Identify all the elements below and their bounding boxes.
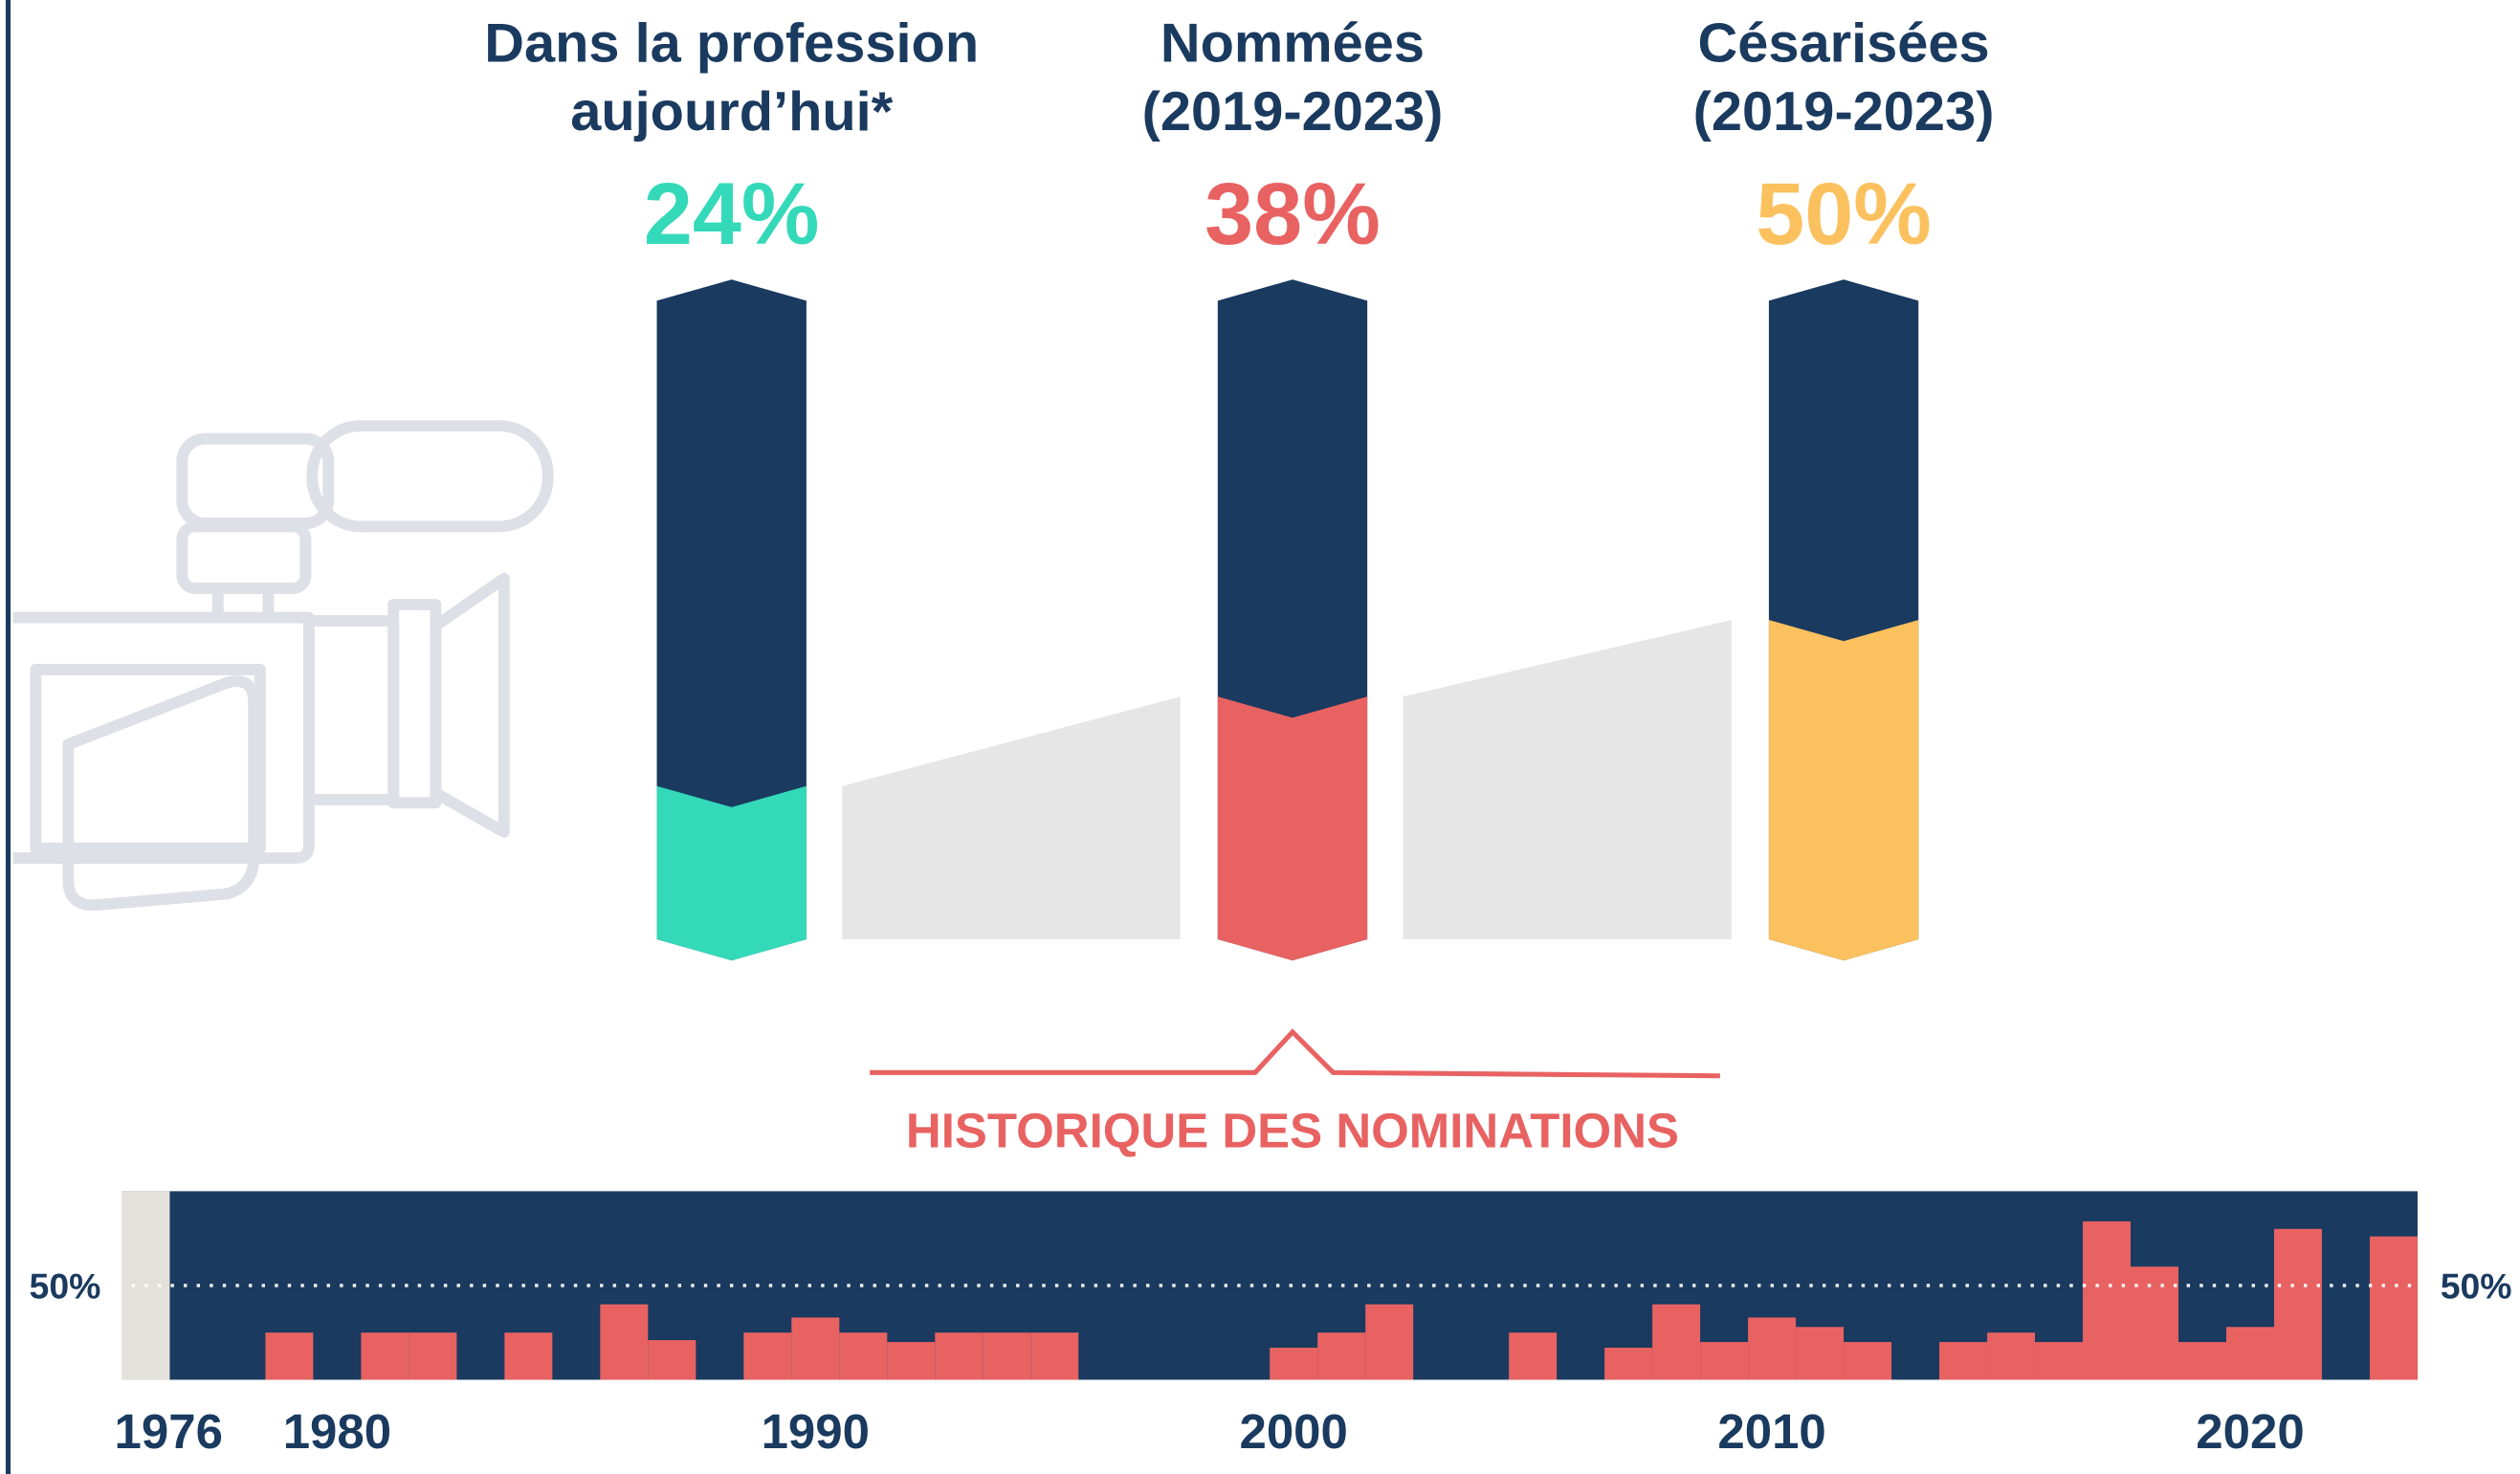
x-tick-label: 2020	[2196, 1404, 2304, 1459]
chart-title: HISTORIQUE DES NOMINATIONS	[906, 1104, 1679, 1158]
bar	[1218, 696, 1367, 960]
bar	[648, 1340, 696, 1379]
bar	[409, 1332, 456, 1379]
connector	[1404, 620, 1732, 939]
bar	[265, 1332, 313, 1379]
bar	[2131, 1266, 2178, 1379]
bar	[2083, 1221, 2131, 1380]
bar	[887, 1342, 935, 1379]
bar	[2035, 1342, 2083, 1379]
bar	[600, 1305, 648, 1380]
bar	[1939, 1342, 1987, 1379]
bar	[1604, 1348, 1652, 1380]
bar	[2178, 1342, 2226, 1379]
category-label: Césarisées(2019-2023)	[1693, 13, 1995, 143]
bar	[1748, 1317, 1796, 1379]
bar	[1365, 1305, 1413, 1380]
bar	[361, 1332, 409, 1379]
category-label: Nommées(2019-2023)	[1142, 13, 1444, 143]
page: {"chart_data": [ {"type": "hexbar", "cat…	[0, 0, 2520, 1474]
bar	[791, 1317, 839, 1379]
value-label: 38%	[1205, 165, 1381, 263]
x-tick-label: 2010	[1717, 1404, 1825, 1459]
infographic: Dans la professionaujourd’hui* 24% Nommées…	[0, 0, 2520, 1474]
bar	[1987, 1332, 2035, 1379]
bar	[743, 1332, 791, 1379]
bar	[1796, 1327, 1844, 1379]
bar	[1652, 1305, 1700, 1380]
x-tick-label: 1980	[283, 1404, 391, 1459]
bar	[1030, 1332, 1078, 1379]
x-tick-label: 1990	[762, 1404, 870, 1459]
bar	[2274, 1229, 2322, 1380]
bar	[1317, 1332, 1365, 1379]
bar	[839, 1332, 887, 1379]
connector	[842, 696, 1180, 939]
x-tick-label: 1976	[115, 1404, 223, 1459]
bar	[1700, 1342, 1748, 1379]
bar	[2226, 1327, 2274, 1379]
bar	[1769, 620, 1918, 960]
bar	[983, 1332, 1030, 1379]
value-label: 24%	[644, 165, 820, 263]
history-bracket	[870, 1032, 1720, 1076]
bar	[935, 1332, 983, 1379]
value-label: 50%	[1756, 165, 1932, 263]
bar	[1270, 1348, 1317, 1380]
bar	[1509, 1332, 1557, 1379]
y-tick-label: 50%	[2441, 1266, 2512, 1307]
bar	[2370, 1237, 2418, 1380]
bar	[1844, 1342, 1891, 1379]
bar	[504, 1332, 552, 1379]
camera-icon	[13, 426, 548, 905]
x-tick-label: 2000	[1239, 1404, 1347, 1459]
y-tick-label: 50%	[30, 1266, 101, 1307]
bar	[657, 786, 807, 960]
